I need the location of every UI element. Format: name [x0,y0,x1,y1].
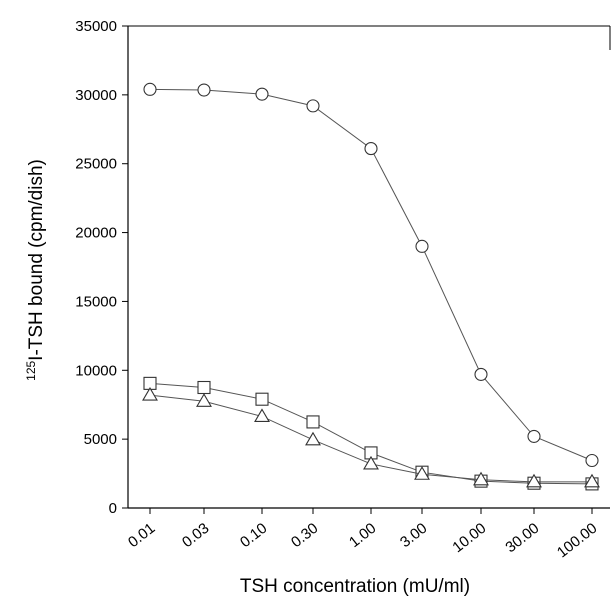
circle-marker [474,367,488,381]
circle-marker [197,83,211,97]
triangle-marker [305,431,321,446]
x-tick-label: 0.03 [179,520,212,551]
x-tick-label: 30.00 [502,520,542,557]
triangle-marker [363,455,379,470]
triangle-marker [254,408,270,422]
y-tick-label: 15000 [75,293,117,310]
circle-marker [364,142,378,156]
series-triangle [142,386,600,488]
square-marker [255,392,269,406]
y-tick-label: 0 [109,500,117,517]
square-marker [197,380,211,395]
x-tick-label: 10.00 [449,520,489,557]
x-axis-ticks: 0.01 0.03 0.10 0.30 1.00 3.00 10.00 30.00 100.00 [125,508,600,561]
circle-marker [527,429,541,443]
x-tick-label: 0.10 [237,520,270,551]
x-tick-label: 1.00 [346,520,379,551]
circle-marker [306,99,320,113]
series-circle [143,82,599,468]
triangle-marker [526,473,542,488]
triangle-marker [196,393,212,407]
y-tick-label: 35000 [75,18,117,35]
x-tick-label: 0.30 [288,520,321,551]
circle-marker [415,239,429,253]
triangle-marker [414,466,430,480]
x-axis-title: TSH concentration (mU/ml) [240,576,470,597]
circle-marker [143,82,157,96]
triangle-marker [142,386,158,401]
triangle-marker [473,471,489,486]
axes [127,25,611,509]
y-tick-label: 25000 [75,156,117,173]
circle-marker [585,453,599,468]
y-tick-label: 10000 [75,362,117,379]
y-axis-title: 125I-TSH bound (cpm/dish) [24,159,47,381]
y-tick-label: 5000 [84,431,117,448]
x-tick-label: 100.00 [554,520,601,562]
triangle-marker [584,473,600,488]
y-axis-title-main: I-TSH bound (cpm/dish) [26,159,47,361]
square-marker [306,415,320,429]
y-axis-ticks: 0 5000 10000 15000 20000 25000 30000 35000 [75,18,128,517]
y-axis-title-superscript: 125 [24,361,38,381]
x-tick-label: 0.01 [125,520,158,551]
y-tick-label: 20000 [75,225,117,242]
data-series [142,82,600,491]
circle-marker [255,87,269,101]
x-tick-label: 3.00 [397,520,430,551]
y-tick-label: 30000 [75,87,117,104]
